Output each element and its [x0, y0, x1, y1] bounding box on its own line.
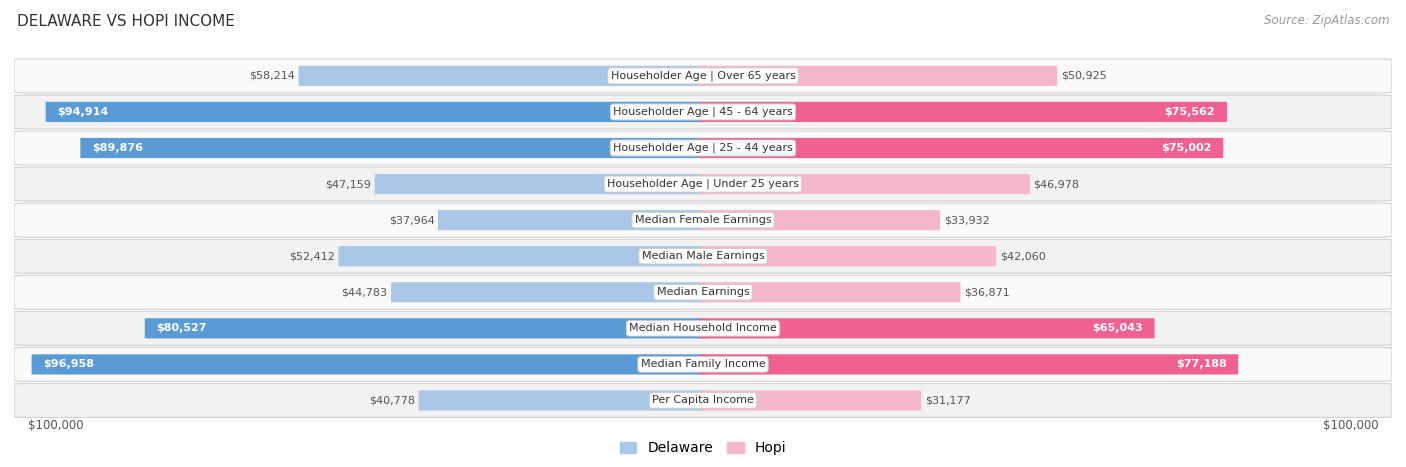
FancyBboxPatch shape — [80, 138, 706, 158]
FancyBboxPatch shape — [419, 390, 706, 410]
Text: $42,060: $42,060 — [1000, 251, 1046, 261]
FancyBboxPatch shape — [14, 95, 1392, 129]
FancyBboxPatch shape — [14, 239, 1392, 273]
Text: Householder Age | 25 - 44 years: Householder Age | 25 - 44 years — [613, 143, 793, 153]
FancyBboxPatch shape — [700, 210, 941, 230]
Text: Median Household Income: Median Household Income — [628, 323, 778, 333]
FancyBboxPatch shape — [14, 347, 1392, 382]
FancyBboxPatch shape — [145, 318, 706, 339]
FancyBboxPatch shape — [14, 131, 1392, 165]
Text: $40,778: $40,778 — [370, 396, 415, 405]
Text: $52,412: $52,412 — [290, 251, 335, 261]
Text: $31,177: $31,177 — [925, 396, 970, 405]
FancyBboxPatch shape — [339, 246, 706, 266]
FancyBboxPatch shape — [391, 282, 706, 302]
Text: DELAWARE VS HOPI INCOME: DELAWARE VS HOPI INCOME — [17, 14, 235, 29]
FancyBboxPatch shape — [14, 59, 1392, 93]
Text: $46,978: $46,978 — [1033, 179, 1080, 189]
FancyBboxPatch shape — [700, 390, 921, 410]
FancyBboxPatch shape — [14, 203, 1392, 237]
Text: $65,043: $65,043 — [1092, 323, 1143, 333]
Text: $94,914: $94,914 — [58, 107, 108, 117]
FancyBboxPatch shape — [439, 210, 706, 230]
Text: Householder Age | Over 65 years: Householder Age | Over 65 years — [610, 71, 796, 81]
Text: Median Female Earnings: Median Female Earnings — [634, 215, 772, 225]
FancyBboxPatch shape — [14, 383, 1392, 417]
Text: $75,002: $75,002 — [1161, 143, 1212, 153]
FancyBboxPatch shape — [14, 276, 1392, 309]
Text: $100,000: $100,000 — [1323, 419, 1378, 432]
Text: $36,871: $36,871 — [965, 287, 1010, 297]
Text: $37,964: $37,964 — [388, 215, 434, 225]
Text: Source: ZipAtlas.com: Source: ZipAtlas.com — [1264, 14, 1389, 27]
FancyBboxPatch shape — [298, 66, 706, 86]
Text: $80,527: $80,527 — [156, 323, 207, 333]
FancyBboxPatch shape — [45, 102, 706, 122]
Text: $89,876: $89,876 — [91, 143, 143, 153]
Text: Median Family Income: Median Family Income — [641, 360, 765, 369]
Text: $47,159: $47,159 — [325, 179, 371, 189]
Text: Householder Age | Under 25 years: Householder Age | Under 25 years — [607, 179, 799, 189]
FancyBboxPatch shape — [700, 282, 960, 302]
Text: $96,958: $96,958 — [44, 360, 94, 369]
Text: Median Earnings: Median Earnings — [657, 287, 749, 297]
FancyBboxPatch shape — [14, 167, 1392, 201]
FancyBboxPatch shape — [700, 66, 1057, 86]
Text: Median Male Earnings: Median Male Earnings — [641, 251, 765, 261]
Text: $58,214: $58,214 — [249, 71, 295, 81]
Legend: Delaware, Hopi: Delaware, Hopi — [614, 436, 792, 461]
FancyBboxPatch shape — [700, 174, 1031, 194]
FancyBboxPatch shape — [700, 138, 1223, 158]
Text: Per Capita Income: Per Capita Income — [652, 396, 754, 405]
FancyBboxPatch shape — [700, 102, 1227, 122]
Text: $50,925: $50,925 — [1060, 71, 1107, 81]
Text: $33,932: $33,932 — [943, 215, 990, 225]
FancyBboxPatch shape — [700, 354, 1239, 375]
Text: $100,000: $100,000 — [28, 419, 83, 432]
Text: $77,188: $77,188 — [1175, 360, 1226, 369]
Text: $75,562: $75,562 — [1164, 107, 1215, 117]
FancyBboxPatch shape — [700, 246, 997, 266]
Text: Householder Age | 45 - 64 years: Householder Age | 45 - 64 years — [613, 106, 793, 117]
Text: $44,783: $44,783 — [342, 287, 388, 297]
FancyBboxPatch shape — [14, 311, 1392, 345]
FancyBboxPatch shape — [700, 318, 1154, 339]
FancyBboxPatch shape — [31, 354, 706, 375]
FancyBboxPatch shape — [374, 174, 706, 194]
